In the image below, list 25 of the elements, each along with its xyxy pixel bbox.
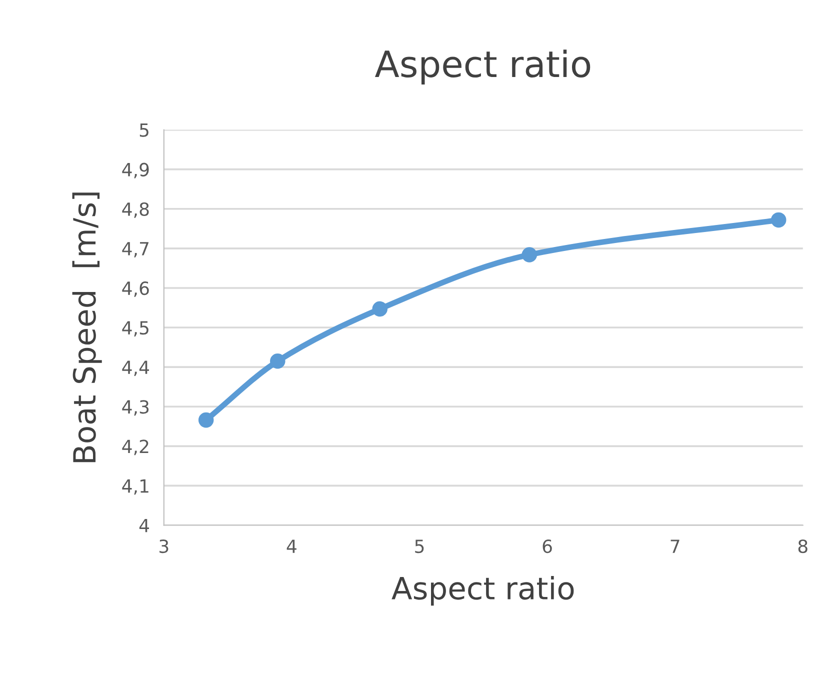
y-tick-label: 4,4 xyxy=(122,360,150,376)
x-tick-label: 4 xyxy=(286,540,296,553)
x-tick-label: 8 xyxy=(798,539,808,554)
x-axis-title: Aspect ratio xyxy=(392,576,574,606)
y-tick-label: 4,9 xyxy=(122,162,149,178)
chart-title: Aspect ratio xyxy=(374,50,590,85)
y-tick-label: 4,6 xyxy=(122,281,149,297)
y-tick-label: 4,2 xyxy=(122,440,148,456)
point xyxy=(270,353,286,369)
x-tick-label: 7 xyxy=(670,540,680,553)
point xyxy=(198,412,214,428)
y-tick-label: 5 xyxy=(140,123,148,137)
x-tick-label: 6 xyxy=(542,539,552,554)
x-tick-label: 3 xyxy=(160,539,168,554)
point xyxy=(372,301,388,317)
y-tick-label: 4,7 xyxy=(122,242,148,258)
y-tick-label: 4 xyxy=(139,518,149,532)
point xyxy=(770,212,786,228)
point xyxy=(522,247,538,262)
y-axis-title: Boat Speed [m/s] xyxy=(72,192,102,462)
x-tick-label: 5 xyxy=(415,540,424,554)
y-tick-label: 4,1 xyxy=(122,479,148,495)
y-tick-label: 4,5 xyxy=(122,321,148,336)
y-tick-label: 4,3 xyxy=(122,400,149,416)
y-tick-label: 4,8 xyxy=(122,202,149,218)
